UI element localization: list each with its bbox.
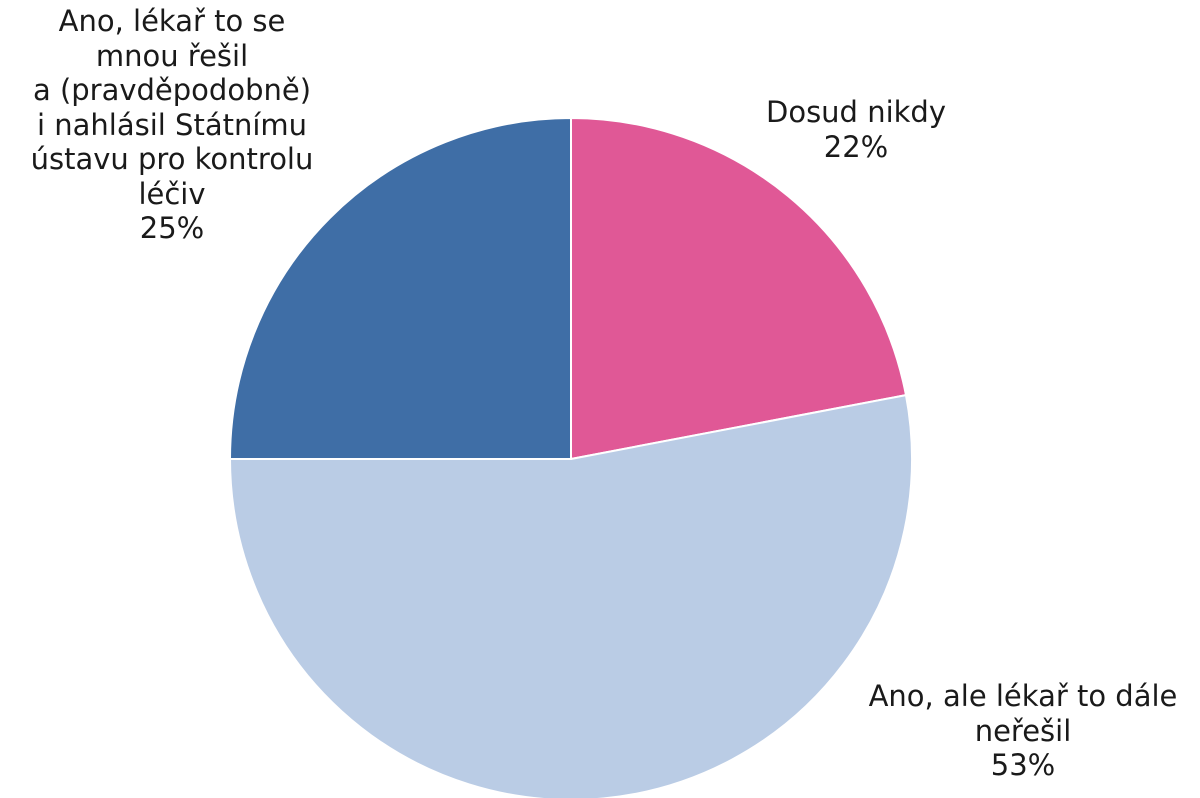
slice-label-line: Dosud nikdy	[766, 95, 946, 129]
pie-slice-3	[228, 116, 572, 460]
slice-label-dosud-nikdy: Dosud nikdy 22%	[756, 95, 956, 164]
slice-value-label: 25%	[139, 211, 205, 245]
slice-label-ano-resil-nahlasil: Ano, lékař to se mnou řešil a (pravděpod…	[0, 4, 344, 246]
slice-label-line: Ano, ale lékař to dále	[868, 679, 1178, 713]
slice-label-line: mnou řešil	[95, 38, 249, 73]
slice-label-line: i nahlásil Státnímu	[36, 107, 308, 142]
pie-slice-2	[228, 393, 913, 798]
slice-value-label: 22%	[823, 129, 889, 164]
pie-slice-1	[570, 116, 908, 461]
slice-label-line: Ano, lékař to se	[58, 4, 286, 38]
slice-label-line: léčiv	[138, 176, 206, 211]
slice-label-ano-ale-neresil: Ano, ale lékař to dále neřešil 53%	[846, 679, 1200, 783]
slice-label-line: a (pravděpodobně)	[32, 73, 312, 107]
slice-label-line: ústavu pro kontrolu	[30, 142, 314, 176]
slice-value-label: 53%	[990, 748, 1056, 782]
slice-label-line: neřešil	[974, 713, 1072, 748]
